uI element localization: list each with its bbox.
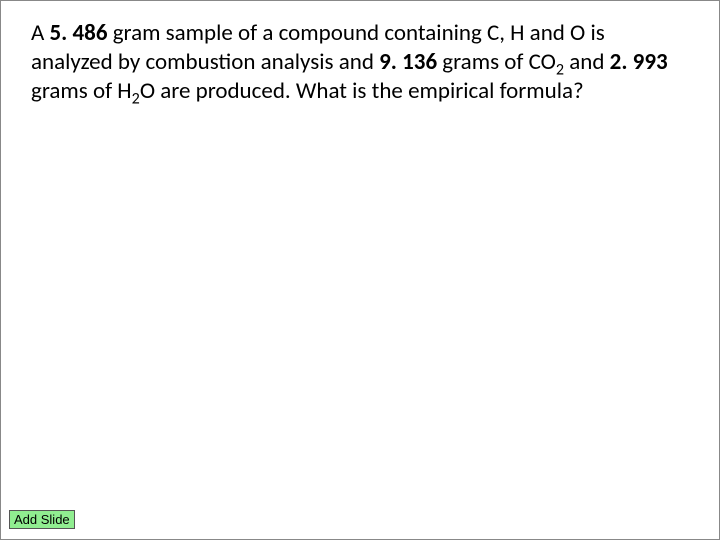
text-segment: grams of H: [31, 77, 132, 105]
subscript-h2o: 2: [132, 89, 140, 108]
text-segment: O are produced. What is the empirical fo…: [140, 77, 584, 105]
mass-co2-value: 9. 136: [379, 48, 437, 76]
slide-frame: A 5. 486 gram sample of a compound conta…: [0, 0, 720, 540]
text-segment: grams of CO: [437, 48, 556, 76]
mass-sample-value: 5. 486: [50, 19, 108, 47]
text-segment: A: [31, 19, 50, 47]
add-slide-button[interactable]: Add Slide: [9, 510, 75, 529]
question-paragraph: A 5. 486 gram sample of a compound conta…: [31, 19, 679, 105]
text-segment: and: [564, 48, 610, 76]
mass-h2o-value: 2. 993: [610, 48, 668, 76]
